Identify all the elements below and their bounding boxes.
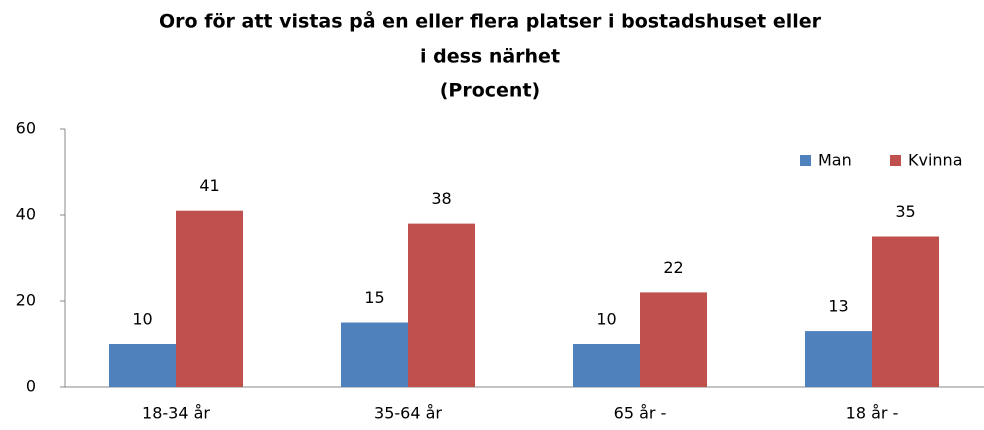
y-tick-label: 20: [16, 291, 36, 310]
legend-swatch: [890, 155, 901, 166]
chart-title: i dess närhet: [420, 46, 560, 68]
y-tick-label: 0: [26, 377, 36, 396]
x-tick-label: 65 år -: [614, 404, 667, 423]
bar: [872, 236, 939, 387]
bar: [408, 223, 475, 387]
value-label: 38: [431, 189, 451, 208]
value-label: 41: [199, 176, 219, 195]
x-tick-label: 18-34 år: [142, 404, 210, 423]
value-label: 10: [132, 310, 152, 329]
value-label: 35: [895, 202, 915, 221]
bar: [573, 344, 640, 387]
legend-label: Man: [818, 151, 852, 170]
value-label: 10: [596, 310, 616, 329]
bar: [640, 292, 707, 387]
bar: [805, 331, 872, 387]
legend-swatch: [800, 155, 811, 166]
legend-label: Kvinna: [908, 151, 963, 170]
y-tick-label: 60: [16, 119, 36, 138]
value-label: 22: [663, 258, 683, 277]
chart-title: Oro för att vistas på en eller flera pla…: [159, 9, 822, 33]
value-label: 13: [828, 297, 848, 316]
bar: [341, 322, 408, 387]
x-tick-label: 18 år -: [846, 404, 899, 423]
bar: [176, 210, 243, 387]
chart-subtitle: (Procent): [440, 80, 540, 102]
bar: [109, 344, 176, 387]
value-label: 15: [364, 288, 384, 307]
y-tick-label: 40: [16, 205, 36, 224]
x-tick-label: 35-64 år: [374, 404, 442, 423]
